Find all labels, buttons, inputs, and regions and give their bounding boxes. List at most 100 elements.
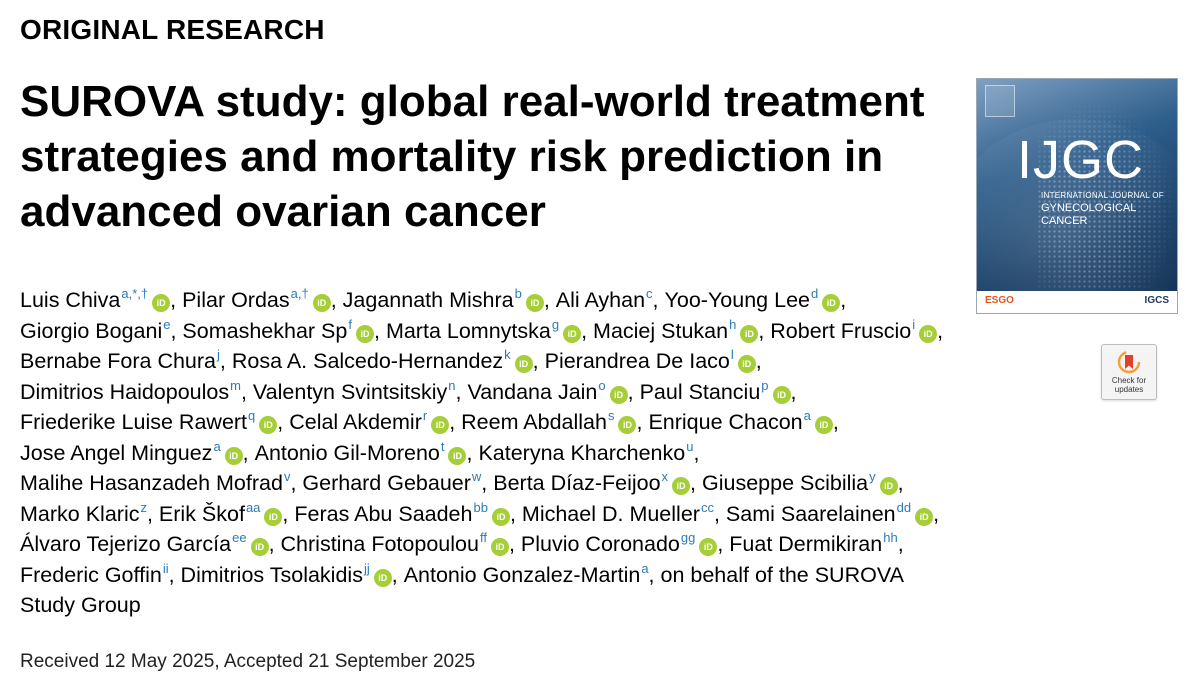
author[interactable]: Jagannath MishrabiD, [343, 286, 556, 312]
author[interactable]: Erik ŠkofaaiD, [159, 499, 294, 526]
orcid-icon[interactable]: iD [919, 324, 938, 343]
affiliation-marker[interactable]: i [912, 316, 916, 332]
author[interactable]: Maciej StukanhiD, [593, 316, 770, 343]
author[interactable]: Dimitrios Haidopoulosm, [20, 377, 253, 404]
orcid-icon[interactable]: iD [373, 568, 392, 587]
author[interactable]: Berta Díaz-FeijooxiD, [493, 469, 702, 495]
affiliation-marker[interactable]: cc [700, 499, 714, 515]
author[interactable]: Yoo-Young LeediD, [665, 286, 846, 312]
author[interactable]: Rosa A. Salcedo-HernandezkiD, [232, 347, 545, 373]
author[interactable]: Giorgio Boganie, [20, 316, 182, 343]
author[interactable]: Celal AkdemirriD, [289, 408, 461, 434]
affiliation-marker[interactable]: q [248, 408, 256, 423]
affiliation-marker[interactable]: u [686, 438, 694, 454]
affiliation-marker[interactable]: w [471, 469, 482, 484]
affiliation-marker[interactable]: jj [363, 560, 370, 576]
orcid-icon[interactable]: iD [772, 385, 791, 404]
author[interactable]: Pilar Ordasa,†iD, [182, 286, 343, 312]
affiliation-marker[interactable]: ii [162, 560, 169, 576]
author[interactable]: Antonio Gonzalez-Martina, [404, 560, 661, 587]
orcid-icon[interactable]: iD [491, 507, 510, 526]
check-for-updates-badge[interactable]: Check for updates [1101, 344, 1157, 400]
author[interactable]: Fuat Dermikiranhh, [729, 530, 903, 556]
affiliation-marker[interactable]: e [163, 316, 171, 332]
author[interactable]: Vandana JainoiD, [467, 377, 639, 404]
author[interactable]: Reem AbdallahsiD, [461, 408, 648, 434]
author[interactable]: Pluvio CoronadoggiD, [521, 531, 729, 556]
orcid-icon[interactable]: iD [879, 477, 898, 495]
orcid-icon[interactable]: iD [525, 294, 544, 312]
author[interactable]: Malihe Hasanzadeh Mofradv, [20, 469, 302, 495]
author[interactable]: Marko Klaricz, [20, 499, 159, 526]
affiliation-marker[interactable]: b [514, 286, 522, 301]
author[interactable]: Feras Abu SaadehbbiD, [294, 499, 522, 526]
author[interactable]: Antonio Gil-MorenotiD, [255, 438, 479, 465]
affiliation-marker[interactable]: a [803, 408, 811, 423]
affiliation-marker[interactable]: hh [883, 530, 898, 545]
affiliation-marker[interactable]: x [661, 469, 669, 484]
author[interactable]: Frederic Goffinii, [20, 560, 181, 587]
affiliation-marker[interactable]: g [551, 316, 560, 332]
affiliation-marker[interactable]: j [217, 347, 220, 362]
author[interactable]: Enrique ChaconaiD, [648, 408, 839, 434]
orcid-icon[interactable]: iD [563, 324, 582, 343]
affiliation-marker[interactable]: o [598, 377, 606, 393]
orcid-icon[interactable]: iD [737, 355, 756, 373]
author[interactable]: Marta LomnytskagiD, [386, 316, 593, 343]
affiliation-marker[interactable]: a [213, 438, 221, 454]
orcid-icon[interactable]: iD [699, 538, 718, 556]
author[interactable]: Valentyn Svintsitskiyn, [253, 377, 468, 404]
orcid-icon[interactable]: iD [609, 385, 628, 404]
affiliation-marker[interactable]: ee [232, 530, 247, 545]
orcid-icon[interactable]: iD [448, 446, 467, 465]
affiliation-marker[interactable]: n [448, 377, 456, 393]
affiliation-marker[interactable]: m [230, 377, 241, 393]
affiliation-marker[interactable]: ff [479, 530, 487, 545]
affiliation-marker[interactable]: t [440, 438, 445, 454]
affiliation-marker[interactable]: aa [245, 499, 261, 515]
affiliation-marker[interactable]: s [607, 408, 615, 423]
author[interactable]: Álvaro Tejerizo GarcíaeeiD, [20, 530, 281, 556]
affiliation-marker[interactable]: bb [473, 499, 488, 515]
orcid-icon[interactable]: iD [264, 507, 283, 526]
affiliation-marker[interactable]: a [641, 560, 649, 576]
affiliation-marker[interactable]: f [348, 316, 352, 332]
affiliation-marker[interactable]: h [729, 316, 737, 332]
author[interactable]: Ali Ayhanc, [556, 286, 665, 312]
orcid-icon[interactable]: iD [224, 446, 243, 465]
author[interactable]: Christina FotopoulouffiD, [281, 530, 521, 556]
affiliation-marker[interactable]: d [810, 286, 819, 301]
author[interactable]: Giuseppe ScibiliayiD, [702, 469, 904, 495]
author[interactable]: Paul StanciupiD, [640, 379, 797, 404]
affiliation-marker[interactable]: v [283, 469, 291, 484]
author[interactable]: Dimitrios TsolakidisjjiD, [181, 560, 404, 587]
orcid-icon[interactable]: iD [915, 507, 934, 526]
journal-cover[interactable]: IJGC International Journal of Gynecologi… [976, 78, 1178, 314]
orcid-icon[interactable]: iD [740, 324, 759, 343]
orcid-icon[interactable]: iD [355, 324, 374, 343]
affiliation-marker[interactable]: a,*,† [121, 286, 149, 301]
affiliation-marker[interactable]: r [422, 408, 428, 423]
affiliation-marker[interactable]: a,† [290, 286, 309, 301]
affiliation-marker[interactable]: k [504, 347, 511, 362]
affiliation-marker[interactable]: z [140, 499, 147, 515]
orcid-icon[interactable]: iD [814, 416, 833, 434]
affiliation-marker[interactable]: y [869, 469, 876, 484]
orcid-icon[interactable]: iD [514, 355, 533, 373]
author[interactable]: Sami SaarelainenddiD, [726, 499, 939, 526]
author[interactable]: Gerhard Gebauerw, [302, 469, 493, 495]
author[interactable]: Friederike Luise RawertqiD, [20, 408, 289, 434]
orcid-icon[interactable]: iD [250, 538, 269, 556]
orcid-icon[interactable]: iD [822, 294, 841, 312]
author[interactable]: Luis Chivaa,*,†iD, [20, 286, 182, 312]
affiliation-marker[interactable]: c [646, 286, 653, 301]
author[interactable]: Robert FruscioiiD, [770, 316, 943, 343]
affiliation-marker[interactable]: dd [896, 499, 912, 515]
author[interactable]: Somashekhar SpfiD, [182, 316, 386, 343]
author[interactable]: Kateryna Kharchenkou, [478, 438, 699, 465]
orcid-icon[interactable]: iD [672, 477, 691, 495]
orcid-icon[interactable]: iD [431, 416, 450, 434]
orcid-icon[interactable]: iD [618, 416, 637, 434]
orcid-icon[interactable]: iD [152, 294, 171, 312]
author[interactable]: Jose Angel MinguezaiD, [20, 438, 255, 465]
